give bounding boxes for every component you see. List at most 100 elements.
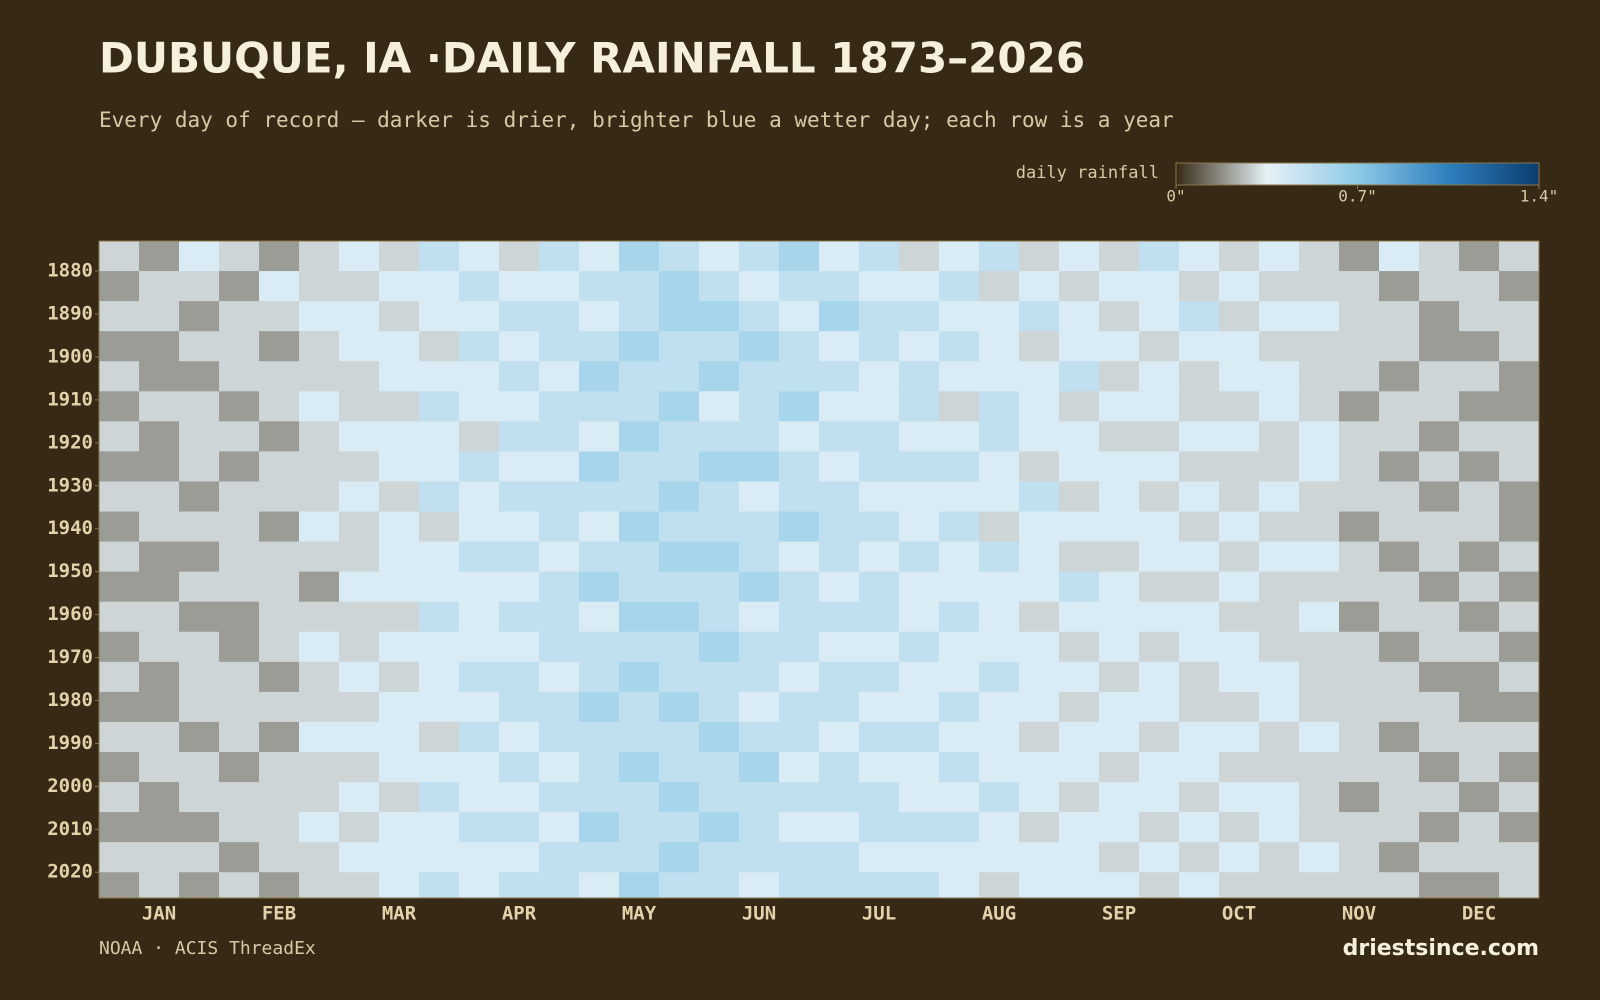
- heat-cell: [1459, 421, 1500, 452]
- heat-cell: [819, 842, 860, 873]
- heatmap-cells: [99, 241, 1540, 899]
- heat-cell: [1219, 752, 1260, 783]
- heat-cell: [99, 271, 140, 302]
- heat-cell: [459, 541, 500, 573]
- heat-cell: [499, 241, 540, 272]
- heat-cell: [419, 842, 460, 873]
- heat-cell: [859, 752, 900, 783]
- heat-cell: [1499, 721, 1540, 753]
- heat-cell: [499, 421, 540, 452]
- heat-cell: [1299, 721, 1340, 753]
- heat-cell: [819, 541, 860, 573]
- heat-cell: [219, 451, 260, 482]
- heat-cell: [339, 571, 380, 603]
- heat-cell: [1459, 331, 1500, 362]
- heat-cell: [1179, 872, 1220, 899]
- heat-cell: [1139, 661, 1180, 693]
- heat-cell: [219, 752, 260, 783]
- heat-cell: [1339, 481, 1380, 513]
- heat-cell: [1299, 661, 1340, 693]
- heat-cell: [299, 782, 340, 813]
- heat-cell: [259, 782, 300, 813]
- heat-cell: [579, 631, 620, 663]
- heat-cell: [139, 481, 180, 513]
- heat-cell: [979, 301, 1020, 332]
- heat-cell: [1499, 541, 1540, 573]
- brand: driestsince.com: [1343, 936, 1539, 961]
- heat-cell: [1059, 301, 1100, 332]
- heat-cell: [259, 812, 300, 843]
- heat-cell: [539, 752, 580, 783]
- heat-cell: [779, 511, 820, 543]
- heat-cell: [1459, 661, 1500, 693]
- heat-cell: [499, 872, 540, 899]
- heat-cell: [1299, 481, 1340, 513]
- heat-cell: [1099, 271, 1140, 302]
- heat-cell: [739, 481, 780, 513]
- heat-cell: [1019, 752, 1060, 783]
- heat-cell: [1059, 421, 1100, 452]
- heat-cell: [1299, 872, 1340, 899]
- heat-cell: [179, 691, 220, 723]
- heat-cell: [699, 661, 740, 693]
- heat-cell: [619, 541, 660, 573]
- heat-cell: [1059, 872, 1100, 899]
- heat-cell: [1339, 872, 1380, 899]
- heat-cell: [939, 721, 980, 753]
- heat-cell: [779, 271, 820, 302]
- heat-cell: [1259, 301, 1300, 332]
- heat-cell: [1259, 661, 1300, 693]
- heat-cell: [819, 631, 860, 663]
- colorbar-tick-label: 0": [1166, 187, 1185, 206]
- heat-cell: [699, 601, 740, 633]
- heat-cell: [259, 752, 300, 783]
- heat-cell: [1379, 691, 1420, 723]
- heat-cell: [979, 421, 1020, 452]
- heat-cell: [579, 511, 620, 543]
- heat-cell: [339, 331, 380, 362]
- heat-cell: [1019, 571, 1060, 603]
- heat-cell: [899, 481, 940, 513]
- heat-cell: [1299, 391, 1340, 422]
- heat-cell: [619, 782, 660, 813]
- heat-cell: [379, 241, 420, 272]
- heat-cell: [1419, 752, 1460, 783]
- heat-cell: [419, 421, 460, 452]
- heat-cell: [139, 331, 180, 362]
- heat-cell: [1339, 812, 1380, 843]
- heat-cell: [1259, 331, 1300, 362]
- heat-cell: [339, 391, 380, 422]
- heat-cell: [859, 421, 900, 452]
- heat-cell: [1179, 601, 1220, 633]
- heat-cell: [179, 571, 220, 603]
- heat-cell: [619, 752, 660, 783]
- heat-cell: [1259, 271, 1300, 302]
- heat-cell: [979, 691, 1020, 723]
- heat-cell: [499, 481, 540, 513]
- heat-cell: [499, 571, 540, 603]
- heat-cell: [859, 631, 900, 663]
- heat-cell: [939, 842, 980, 873]
- heat-cell: [1019, 451, 1060, 482]
- heat-cell: [99, 331, 140, 362]
- heat-cell: [539, 361, 580, 392]
- heat-cell: [859, 661, 900, 693]
- heat-cell: [1499, 782, 1540, 813]
- heat-cell: [939, 481, 980, 513]
- x-tick-label: JUL: [862, 903, 896, 925]
- heat-cell: [339, 752, 380, 783]
- heat-cell: [819, 271, 860, 302]
- heat-cell: [899, 301, 940, 332]
- heat-cell: [499, 752, 540, 783]
- heat-cell: [1379, 241, 1420, 272]
- heat-cell: [1139, 812, 1180, 843]
- heat-cell: [1179, 271, 1220, 302]
- heat-cell: [1259, 691, 1300, 723]
- heat-cell: [859, 691, 900, 723]
- heat-cell: [579, 661, 620, 693]
- heat-cell: [1019, 481, 1060, 513]
- heat-cell: [579, 541, 620, 573]
- heat-cell: [1179, 511, 1220, 543]
- heat-cell: [979, 241, 1020, 272]
- heat-cell: [1299, 691, 1340, 723]
